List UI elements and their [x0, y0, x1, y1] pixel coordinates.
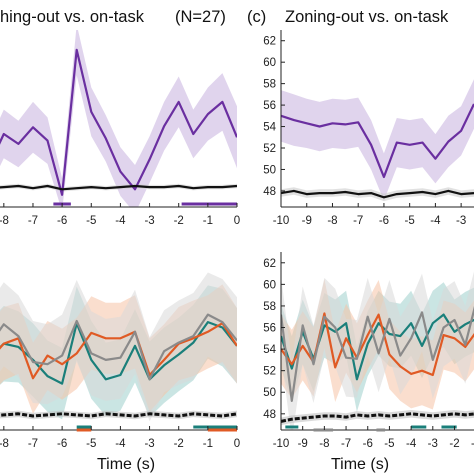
y-tick-label: 60 [263, 279, 276, 291]
series-line-0 [0, 48, 237, 196]
y-tick-label: 48 [263, 186, 276, 198]
bottom-right-panel: -10 -9 -8 -7 -6 -5 -4 -3 -2 -1 48 50 52 54 56 58 60 62 [263, 252, 474, 450]
y-tick-label: 48 [263, 409, 276, 421]
x-tick-label: -6 [57, 438, 67, 450]
x-tick-label: -4 [406, 438, 417, 450]
x-tick-label: -1 [203, 215, 213, 227]
y-tick-label: 56 [263, 100, 276, 112]
series-band-2 [0, 272, 237, 422]
x-tick-label: -3 [456, 215, 466, 227]
x-tick-label: -8 [319, 438, 329, 450]
x-tick-label: -7 [28, 215, 38, 227]
x-tick-label: -7 [28, 438, 38, 450]
series-line-0 [281, 103, 474, 179]
x-tick-label: -4 [115, 215, 126, 227]
series-line-1 [281, 189, 474, 199]
left-x-axis-label: Time (s) [97, 456, 155, 473]
x-tick-label: -8 [327, 215, 337, 227]
y-tick-label: 54 [263, 122, 276, 134]
y-tick-label: 58 [263, 79, 276, 91]
bottom-left-panel: -8 -7 -6 -5 -4 -3 -2 -1 0 [0, 272, 240, 450]
y-tick-label: 62 [263, 36, 276, 48]
top-right-panel: -10 -9 -8 -7 -6 -5 -4 -3 48 50 52 54 56 58 60 62 [263, 30, 474, 227]
y-tick-label: 50 [263, 387, 276, 399]
series-line-3 [281, 412, 474, 423]
series-line-1 [0, 184, 237, 191]
x-tick-label: -9 [302, 215, 312, 227]
x-tick-label: -10 [273, 215, 290, 227]
x-tick-label: -6 [379, 215, 389, 227]
x-tick-label: -4 [115, 438, 126, 450]
x-tick-label: -5 [405, 215, 415, 227]
series-line-0 [0, 321, 237, 385]
x-tick-label: -8 [0, 438, 9, 450]
x-tick-label: -3 [144, 215, 154, 227]
plot-area [0, 30, 237, 207]
left-panel-n-label: (N=27) [175, 8, 226, 26]
series-line-2 [281, 305, 474, 402]
x-tick-label: -6 [363, 438, 373, 450]
x-tick-label: -8 [0, 215, 9, 227]
x-tick-label: -2 [174, 215, 184, 227]
series-band-3 [0, 410, 237, 420]
x-tick-label: -7 [353, 215, 363, 227]
y-tick-label: 60 [263, 57, 276, 69]
top-left-panel: -8 -7 -6 -5 -4 -3 -2 -1 0 [0, 30, 240, 227]
x-tick-label: -3 [428, 438, 438, 450]
x-tick-label: -1 [203, 438, 213, 450]
left-panel-title: hing-out vs. on-task [0, 8, 145, 26]
series-line-2 [0, 313, 237, 381]
x-tick-label: -1 [471, 438, 474, 450]
x-tick-label: -2 [449, 438, 459, 450]
x-tick-label: -3 [144, 438, 154, 450]
y-tick-label: 56 [263, 323, 276, 335]
x-tick-label: -10 [273, 438, 290, 450]
series-band-0 [281, 79, 474, 201]
right-panel-label: (c) [247, 8, 266, 26]
x-tick-label: -5 [384, 438, 394, 450]
x-tick-label: -6 [57, 215, 67, 227]
series-band-3 [281, 410, 474, 426]
plot-area [0, 272, 237, 422]
y-tick-label: 62 [263, 258, 276, 270]
series-band-0 [0, 30, 237, 207]
x-tick-label: 0 [234, 215, 240, 227]
plot-area [281, 79, 474, 202]
x-tick-label: 0 [234, 438, 240, 450]
right-x-axis-label: Time (s) [331, 456, 389, 473]
x-tick-label: -5 [86, 438, 96, 450]
y-tick-label: 52 [263, 366, 276, 378]
plot-area [281, 271, 474, 430]
x-tick-label: -7 [341, 438, 351, 450]
x-tick-label: -2 [174, 438, 184, 450]
series-line-1 [0, 322, 237, 380]
y-tick-label: 58 [263, 301, 276, 313]
x-tick-label: -5 [86, 215, 96, 227]
x-tick-label: -9 [298, 438, 308, 450]
x-tick-label: -4 [430, 215, 441, 227]
y-tick-label: 50 [263, 164, 276, 176]
y-tick-label: 54 [263, 344, 276, 356]
right-panel-title: Zoning-out vs. on-task [285, 8, 449, 26]
y-tick-label: 52 [263, 143, 276, 155]
